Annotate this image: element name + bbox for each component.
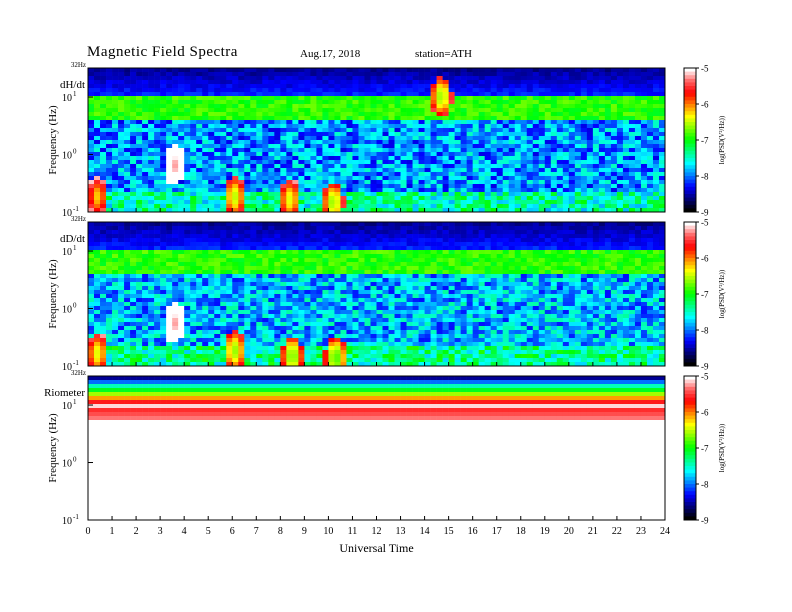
ytick-label: 10 — [62, 305, 72, 316]
date-label: Aug.17, 2018 — [300, 48, 361, 60]
ytick-exponent: 0 — [73, 302, 77, 310]
colorbar: -5 -6 -7 -8 -9 log(PSD(V²/Hz)) — [683, 218, 726, 372]
ytick-label: 10 — [62, 401, 72, 412]
xtick-label: 23 — [636, 526, 646, 537]
xtick-label: 13 — [396, 526, 406, 537]
xtick-label: 10 — [323, 526, 333, 537]
heatmap-cells — [88, 376, 666, 521]
ytick-label: 10 — [62, 208, 72, 219]
xtick-label: 24 — [660, 526, 670, 537]
ytick-label: 10 — [62, 459, 72, 470]
xtick-label: 2 — [134, 526, 139, 537]
xtick-label: 14 — [420, 526, 430, 537]
heatmap-cells — [88, 222, 666, 367]
panel-label: dH/dt — [60, 79, 85, 91]
xtick-label: 22 — [612, 526, 622, 537]
xtick-label: 5 — [206, 526, 211, 537]
colorbar-tick-label: -9 — [701, 516, 709, 526]
colorbar: -5 -6 -7 -8 -9 log(PSD(V²/Hz)) — [683, 372, 726, 526]
chart-title: Magnetic Field Spectra — [87, 44, 238, 60]
station-label: station=ATH — [415, 48, 472, 60]
colorbar-tick-label: -7 — [701, 444, 709, 454]
xtick-label: 11 — [348, 526, 358, 537]
y-axis-label: Frequency (Hz) — [47, 105, 59, 175]
colorbar-tick-label: -5 — [701, 64, 709, 74]
colorbar-label: log(PSD(V²/Hz)) — [718, 269, 726, 318]
colorbar-label: log(PSD(V²/Hz)) — [718, 115, 726, 164]
ytick-exponent: 1 — [73, 244, 77, 252]
ytick-label: 10 — [62, 247, 72, 258]
colorbar-tick-label: -6 — [701, 254, 709, 264]
colorbar-tick-label: -8 — [701, 480, 709, 490]
colorbar-tick-label: -5 — [701, 218, 709, 228]
colorbar-tick-label: -6 — [701, 100, 709, 110]
ytick-exponent: 0 — [73, 456, 77, 464]
xtick-label: 18 — [516, 526, 526, 537]
colorbar-tick-label: -8 — [701, 326, 709, 336]
panel-label: Riometer — [44, 387, 85, 399]
xtick-label: 19 — [540, 526, 550, 537]
xtick-label: 7 — [254, 526, 259, 537]
colorbar-label: log(PSD(V²/Hz)) — [718, 423, 726, 472]
top-frequency-label: 32Hz — [71, 215, 86, 223]
xtick-label: 21 — [588, 526, 598, 537]
ytick-exponent: 1 — [73, 398, 77, 406]
xtick-label: 0 — [86, 526, 91, 537]
x-axis-label: Universal Time — [339, 541, 413, 555]
xtick-label: 4 — [182, 526, 187, 537]
top-frequency-label: 32Hz — [71, 61, 86, 69]
xtick-label: 17 — [492, 526, 502, 537]
xtick-label: 8 — [278, 526, 283, 537]
heatmap-cells — [88, 68, 666, 213]
xtick-label: 1 — [110, 526, 115, 537]
panel-label: dD/dt — [60, 233, 85, 245]
ytick-exponent: -1 — [73, 513, 79, 521]
colorbar-tick-label: -5 — [701, 372, 709, 382]
ytick-label: 10 — [62, 93, 72, 104]
y-axis-label: Frequency (Hz) — [47, 413, 59, 483]
xtick-label: 12 — [372, 526, 382, 537]
ytick-exponent: 0 — [73, 148, 77, 156]
ytick-label: 10 — [62, 151, 72, 162]
xtick-label: 3 — [158, 526, 163, 537]
ytick-label: 10 — [62, 516, 72, 527]
xtick-label: 9 — [302, 526, 307, 537]
colorbar-tick-label: -9 — [701, 208, 709, 218]
ytick-exponent: 1 — [73, 90, 77, 98]
xtick-label: 6 — [230, 526, 235, 537]
ytick-label: 10 — [62, 362, 72, 373]
xtick-label: 16 — [468, 526, 478, 537]
colorbar-tick-label: -7 — [701, 136, 709, 146]
xtick-label: 15 — [444, 526, 454, 537]
xtick-label: 20 — [564, 526, 574, 537]
top-frequency-label: 32Hz — [71, 369, 86, 377]
ytick-exponent: -1 — [73, 359, 79, 367]
colorbar-tick-label: -6 — [701, 408, 709, 418]
colorbar-tick-label: -9 — [701, 362, 709, 372]
colorbar-tick-label: -8 — [701, 172, 709, 182]
colorbar: -5 -6 -7 -8 -9 log(PSD(V²/Hz)) — [683, 64, 726, 218]
colorbar-tick-label: -7 — [701, 290, 709, 300]
y-axis-label: Frequency (Hz) — [47, 259, 59, 329]
ytick-exponent: -1 — [73, 205, 79, 213]
